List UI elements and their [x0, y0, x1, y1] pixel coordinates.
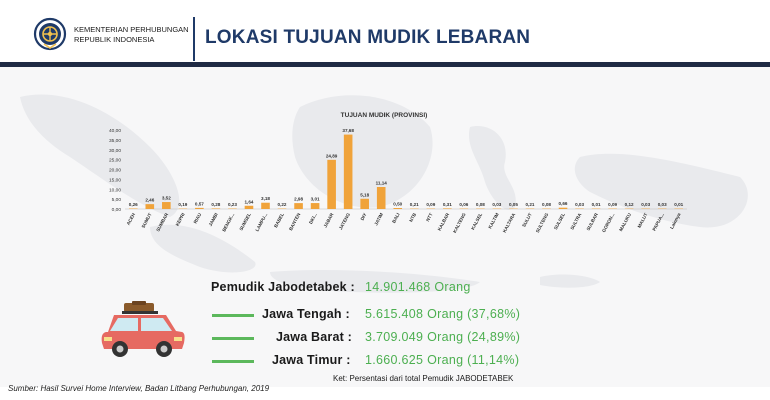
bar-value-label: 0,09	[608, 202, 617, 207]
y-tick-label: 15,00	[109, 177, 121, 183]
jawa-timur-label: Jawa Timur :	[272, 353, 351, 367]
y-tick-label: 20,00	[109, 168, 121, 174]
car-with-luggage-icon	[101, 301, 185, 357]
bar-value-label: 0,66	[559, 201, 568, 206]
ministry-logo-icon	[33, 17, 67, 51]
x-tick-label: ACEH	[126, 212, 137, 226]
bar-value-label: 0,50	[393, 202, 402, 207]
bar-value-label: 0,03	[641, 202, 650, 207]
jawa-barat-value: 3.709.049 Orang (24,89%)	[365, 330, 521, 344]
bar-value-label: 0,03	[492, 202, 501, 207]
jawa-barat-label: Jawa Barat :	[276, 330, 353, 344]
bar-value-label: 0,01	[592, 202, 601, 207]
row-divider-line	[212, 337, 254, 340]
header-divider	[193, 17, 195, 61]
y-tick-label: 30,00	[109, 148, 121, 154]
bar-value-label: 0,21	[410, 202, 419, 207]
bar-lampu	[261, 202, 270, 209]
bar-jatim	[376, 187, 386, 209]
x-tick-label: NTT	[425, 212, 434, 222]
bar-value-label: 1,64	[244, 199, 253, 204]
x-tick-label: JATIM	[373, 212, 384, 226]
x-tick-label: BALI	[391, 212, 400, 224]
bar-kalbar	[443, 208, 452, 209]
bar-value-label: 0,23	[228, 202, 237, 207]
bar-value-label: 11,14	[376, 181, 388, 186]
source-citation: Sumber: Hasil Survei Home Interview, Bad…	[8, 384, 270, 393]
y-tick-label: 25,00	[109, 158, 121, 164]
bar-value-label: 3,52	[162, 196, 171, 201]
bar-value-label: 0,09	[426, 202, 435, 207]
bar-value-label: 0,05	[509, 202, 518, 207]
row-divider-line	[212, 360, 254, 363]
bar-value-label: 0,12	[625, 202, 634, 207]
jabodetabek-value: 14.901.468 Orang	[365, 280, 471, 294]
jawa-timur-value: 1.660.625 Orang (11,14%)	[365, 353, 520, 367]
bar-value-label: 3,18	[261, 196, 270, 201]
bar-banten	[294, 203, 303, 209]
bar-value-label: 0,57	[195, 201, 204, 206]
bar-value-label: 0,08	[542, 202, 551, 207]
organization-name: KEMENTERIAN PERHUBUNGAN REPUBLIK INDONES…	[74, 25, 189, 45]
bar-value-label: 0,21	[525, 202, 534, 207]
x-tick-label: KEPRI	[175, 212, 186, 227]
x-tick-label: BABEL	[273, 212, 285, 228]
x-tick-label: DKI...	[308, 212, 318, 225]
bar-sumut	[145, 204, 155, 209]
jabodetabek-label: Pemudik Jabodetabek :	[211, 280, 355, 294]
bar-value-label: 0,01	[674, 202, 683, 207]
bar-jateng	[343, 134, 353, 209]
header: KEMENTERIAN PERHUBUNGAN REPUBLIK INDONES…	[0, 0, 770, 62]
bar-bali	[393, 208, 403, 209]
bar-sumsel	[244, 205, 254, 209]
bar-value-label: 0,03	[658, 202, 667, 207]
bar-value-label: 0,19	[178, 202, 187, 207]
bar-value-label: 0,03	[575, 202, 584, 207]
bar-sumbar	[162, 202, 171, 209]
bar-value-label: 2,46	[145, 198, 154, 203]
bar-aceh	[128, 208, 138, 209]
page-title: LOKASI TUJUAN MUDIK LEBARAN	[205, 27, 531, 48]
x-tick-label: JAMBI	[208, 212, 219, 227]
org-line-2: REPUBLIK INDONESIA	[74, 35, 155, 44]
x-tick-label: NTB	[408, 212, 417, 223]
bar-diy	[360, 198, 369, 209]
jawa-tengah-label: Jawa Tengah :	[262, 307, 350, 321]
org-line-1: KEMENTERIAN PERHUBUNGAN	[74, 25, 189, 34]
bar-value-label: 5,18	[360, 192, 369, 197]
y-tick-label: 10,00	[109, 187, 121, 193]
x-tick-label: SULUT	[521, 212, 533, 228]
y-tick-label: 5,00	[112, 197, 122, 203]
jawa-tengah-value: 5.615.408 Orang (37,68%)	[365, 307, 521, 321]
x-tick-label: DIY	[360, 212, 368, 221]
header-band	[0, 62, 770, 67]
bar-value-label: 0,26	[129, 202, 138, 207]
bar-value-label: 0,31	[443, 202, 452, 207]
y-tick-label: 0,00	[112, 207, 122, 213]
bar-dki	[310, 203, 320, 209]
bar-riau	[195, 207, 204, 209]
row-divider-line	[212, 314, 254, 317]
chart-title: TUJUAN MUDIK (PROVINSI)	[341, 112, 428, 119]
bar-value-label: 37,68	[342, 128, 354, 133]
bar-value-label: 0,22	[278, 202, 287, 207]
x-tick-label: RIAU	[193, 212, 203, 225]
y-tick-label: 40,00	[109, 128, 121, 134]
bar-value-label: 0,08	[476, 202, 485, 207]
bar-sulsel	[558, 207, 568, 209]
bars-group: 0,26 2,46 3,52 0,19 0,57 0,28 0,23 1,64 3,18 0,22…	[129, 128, 684, 209]
bar-value-label: 3,01	[311, 197, 320, 202]
bar-jabar	[327, 159, 336, 209]
bar-value-label: 0,28	[211, 202, 220, 207]
chart-note: Ket: Persentasi dari total Pemudik JABOD…	[333, 374, 514, 383]
bar-value-label: 0,06	[459, 202, 468, 207]
bar-value-label: 24,89	[326, 153, 338, 158]
y-tick-label: 35,00	[109, 138, 121, 144]
bar-value-label: 2,98	[294, 197, 303, 202]
bar-jambi	[211, 208, 221, 209]
